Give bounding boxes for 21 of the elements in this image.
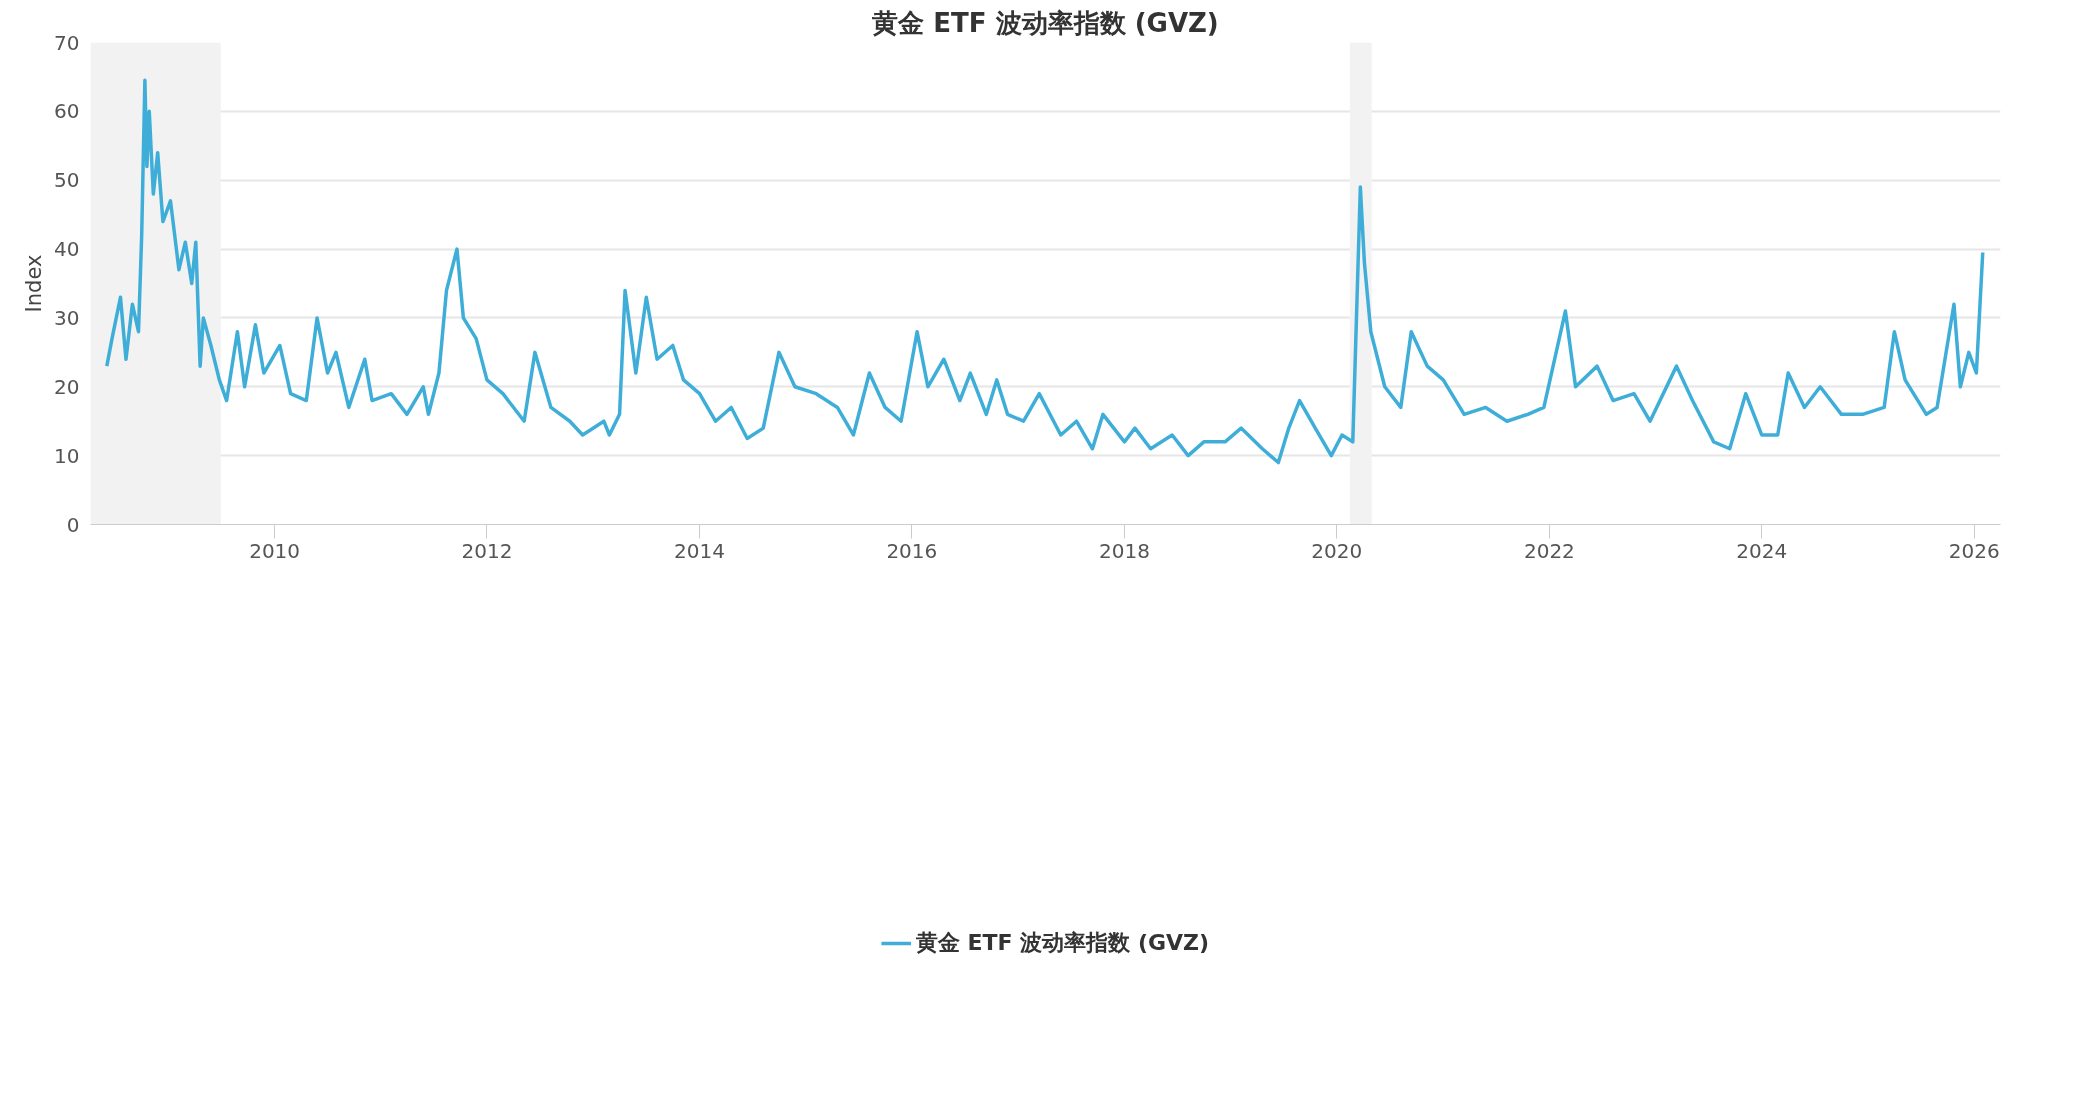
x-tick-label: 2014: [674, 538, 725, 563]
y-tick-label: 60: [54, 99, 80, 124]
y-tick-label: 70: [54, 30, 80, 55]
y-axis-title: Index: [22, 254, 47, 313]
y-tick-label: 0: [66, 512, 80, 537]
x-tick-label: 2010: [249, 538, 301, 563]
x-tick-label: 2018: [1099, 538, 1150, 563]
y-tick-label: 40: [54, 237, 80, 262]
y-tick-label: 20: [54, 374, 80, 399]
x-tick-label: 2016: [886, 538, 938, 563]
x-tick-label: 2020: [1311, 538, 1363, 563]
x-tick-label: 2022: [1523, 538, 1575, 563]
x-tick-label: 2012: [461, 538, 513, 563]
legend-label: 黄金 ETF 波动率指数 (GVZ): [915, 928, 1210, 957]
chart-title: 黄金 ETF 波动率指数 (GVZ): [871, 7, 1219, 38]
y-tick-label: 30: [54, 305, 80, 330]
line-series: [105, 78, 1985, 465]
y-tick-label: 50: [54, 168, 80, 193]
y-tick-label: 10: [54, 443, 80, 468]
x-tick-label: 2026: [1948, 538, 2000, 563]
x-tick-label: 2024: [1736, 538, 1788, 563]
